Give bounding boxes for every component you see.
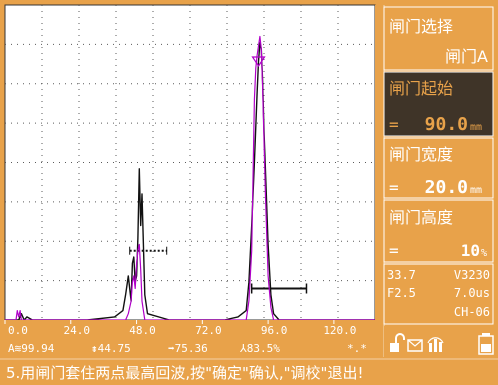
menu-gate-start-value: 90.0 <box>425 114 468 135</box>
status-row2-right: 7.0us <box>454 286 490 300</box>
trace-current <box>5 42 375 321</box>
probe-icon <box>427 337 444 352</box>
icons-row <box>384 326 494 357</box>
readout-extra: *.* <box>347 342 367 355</box>
menu-gate-width-prefix: = <box>389 178 399 197</box>
menu-gate-width-unit: mm <box>470 185 482 196</box>
status-panel: 33.7 V3230 F2.5 7.0us CH-06 <box>383 263 494 325</box>
gates-layer <box>129 246 308 294</box>
x-tick-label: 120.0 <box>323 324 356 337</box>
readout-amplitude: A≋99.94 <box>8 342 55 355</box>
status-row1-right: V3230 <box>454 268 490 282</box>
menu-gate-width-title: 闸门宽度 <box>389 145 453 164</box>
menu-gate-width[interactable]: 闸门宽度 = 20.0 mm <box>383 137 494 199</box>
envelope-icon <box>407 339 423 352</box>
menu-gate-width-value: 20.0 <box>425 177 468 198</box>
menu-gate-select[interactable]: 闸门选择 闸门A <box>383 6 494 71</box>
menu-gate-select-title: 闸门选择 <box>389 17 453 36</box>
waveform-area <box>4 4 376 321</box>
x-tick-label: 48.0 <box>129 324 156 337</box>
battery-icon <box>478 333 494 355</box>
status-row2-left: F2.5 <box>387 286 416 300</box>
menu-gate-start-prefix: = <box>389 115 399 134</box>
menu-gate-start-title: 闸门起始 <box>389 79 453 98</box>
status-row1-left: 33.7 <box>387 268 416 282</box>
menu-gate-height-unit: % <box>481 248 487 259</box>
status-row3-right: CH-06 <box>454 305 490 319</box>
x-tick-label: 96.0 <box>261 324 288 337</box>
menu-gate-height[interactable]: 闸门高度 = 10 % <box>383 199 494 263</box>
x-axis-ticks: 0.0 24.0 48.0 72.0 96.0 120.0 <box>4 320 356 337</box>
x-tick-label: 72.0 <box>195 324 222 337</box>
readout-angle: ⅄83.5% <box>239 342 280 355</box>
menu-gate-start-unit: mm <box>470 122 482 133</box>
menu-gate-height-value: 10 <box>461 241 480 260</box>
peak-marker-icon <box>251 56 266 68</box>
menu-gate-height-prefix: = <box>389 241 399 260</box>
x-axis-bar <box>5 320 375 338</box>
readout-distance: ➡75.36 <box>168 342 208 355</box>
peak-marker-triangle <box>251 56 266 68</box>
x-tick-label: 24.0 <box>64 324 91 337</box>
message-bar <box>0 359 498 385</box>
menu-gate-height-title: 闸门高度 <box>389 208 453 227</box>
instruction-message: 5.用闸门套住两点最高回波,按"确定"确认,"调校"退出! <box>6 364 363 382</box>
menu-gate-select-value: 闸门A <box>445 47 488 66</box>
readout-depth: ⇟44.75 <box>91 342 131 355</box>
x-tick-label: 0.0 <box>8 324 28 337</box>
unlock-icon <box>390 333 405 352</box>
menu-gate-start[interactable]: 闸门起始 = 90.0 mm <box>383 71 494 137</box>
readout-bar <box>5 338 375 357</box>
